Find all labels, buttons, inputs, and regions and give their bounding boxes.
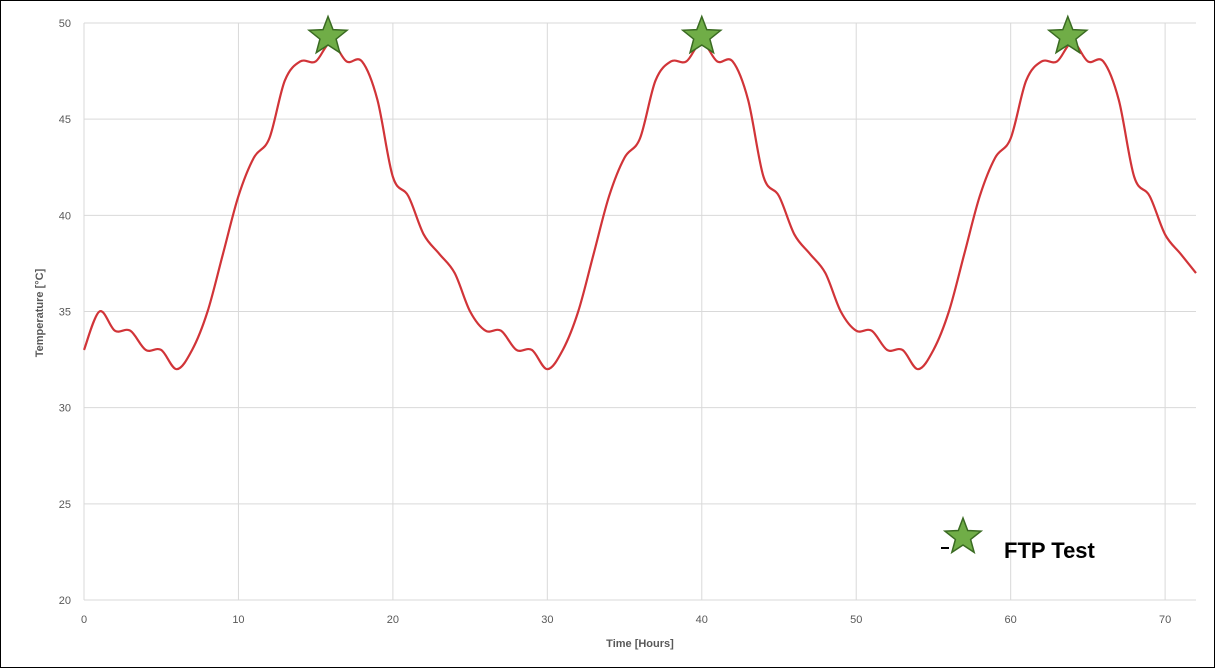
y-tick-label: 35: [59, 307, 71, 319]
y-tick-label: 30: [59, 403, 71, 415]
x-tick-label: 40: [696, 614, 708, 626]
x-axis-title: Time [Hours]: [606, 638, 674, 650]
series-layer: [82, 41, 1197, 371]
markers-layer: [306, 14, 1089, 55]
legend-star-marker: [941, 515, 984, 555]
y-tick-label: 50: [59, 18, 71, 30]
grid: [83, 22, 1196, 601]
tick-labels: 20 25 30 35 40 45 50 0 10 20 30 40 50 60 70: [59, 18, 1171, 626]
ftp-test-star-1: [680, 14, 723, 55]
ftp-test-star-0: [306, 14, 350, 55]
x-tick-label: 10: [232, 614, 244, 626]
ftp-test-star-2: [1046, 14, 1089, 55]
y-tick-label: 25: [59, 499, 71, 511]
legend-label: FTP Test: [1004, 538, 1096, 563]
legend-star-icon: [942, 515, 984, 555]
x-tick-label: 60: [1005, 614, 1017, 626]
y-axis-title: Temperature [°C]: [34, 268, 46, 357]
x-tick-label: 0: [81, 614, 87, 626]
series-line-0: [82, 41, 1197, 371]
y-tick-label: 20: [59, 595, 71, 607]
legend: FTP Test: [941, 515, 1096, 563]
x-tick-label: 20: [387, 614, 399, 626]
x-tick-label: 30: [541, 614, 553, 626]
y-tick-label: 45: [59, 114, 71, 126]
x-tick-label: 70: [1159, 614, 1171, 626]
x-tick-label: 50: [850, 614, 862, 626]
y-tick-label: 40: [59, 210, 71, 222]
